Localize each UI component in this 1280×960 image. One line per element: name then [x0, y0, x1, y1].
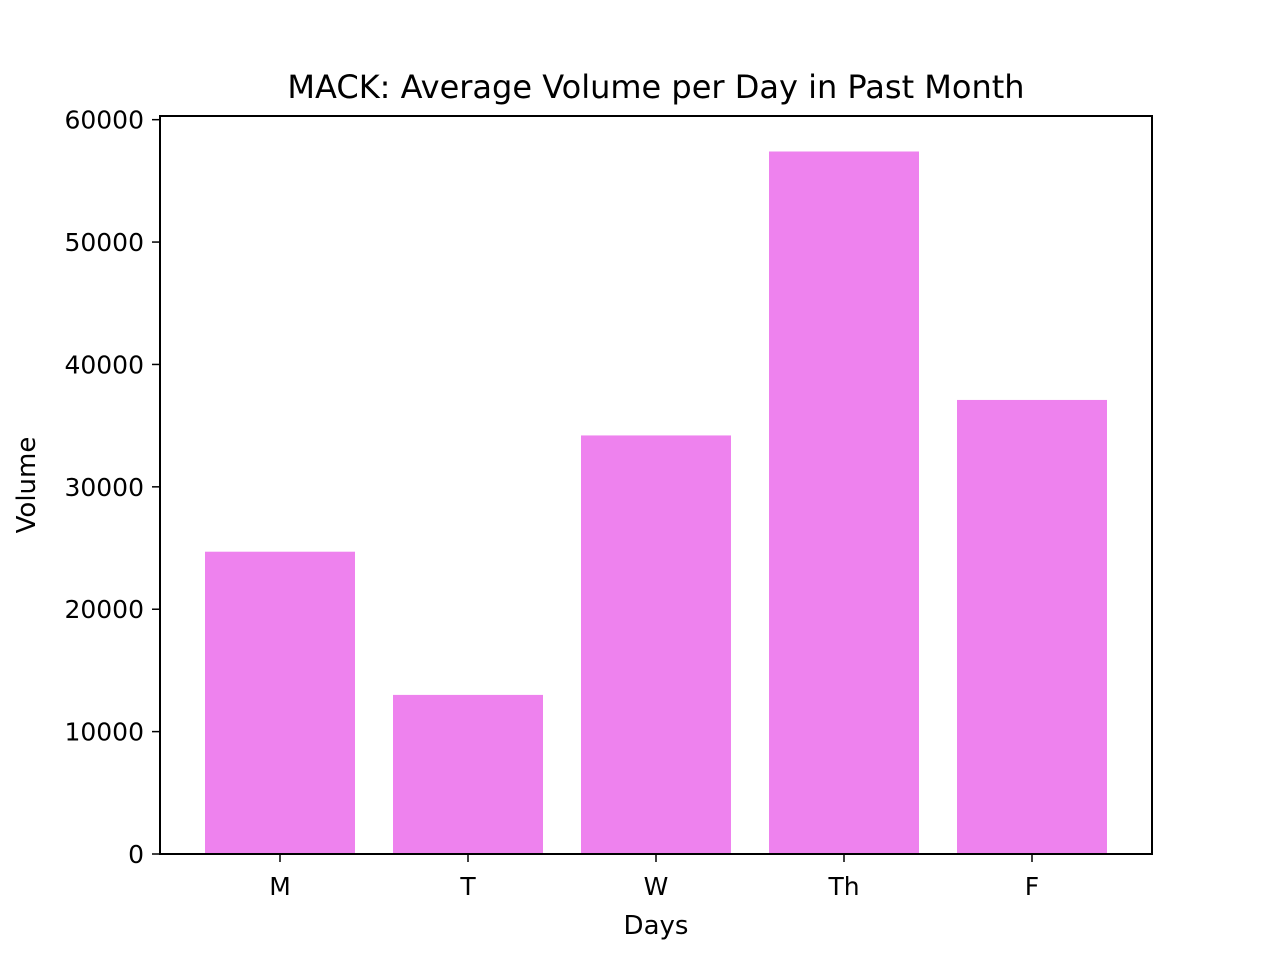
y-tick-label: 10000: [64, 718, 144, 747]
y-tick-label: 30000: [64, 473, 144, 502]
bars-group: [205, 151, 1107, 854]
bar-w: [581, 435, 731, 854]
y-tick-label: 20000: [64, 595, 144, 624]
y-tick-label: 60000: [64, 106, 144, 135]
y-tick-label: 0: [128, 840, 144, 869]
bar-th: [769, 151, 919, 854]
y-axis-ticks: 0 10000 20000 30000 40000 50000 60000: [64, 106, 160, 869]
chart-title: MACK: Average Volume per Day in Past Mon…: [287, 68, 1024, 106]
x-tick-label: Th: [827, 872, 859, 901]
x-tick-label: M: [269, 872, 291, 901]
bar-m: [205, 551, 355, 854]
y-axis-label: Volume: [12, 437, 42, 534]
bar-f: [957, 399, 1107, 854]
plot-area-frame: [159, 115, 1153, 855]
x-tick-label: W: [644, 872, 669, 901]
x-tick-label: F: [1025, 872, 1039, 901]
y-tick-label: 50000: [64, 228, 144, 257]
bar-t: [393, 694, 543, 854]
y-tick-label: 40000: [64, 350, 144, 379]
x-axis-label: Days: [624, 911, 689, 941]
x-tick-label: T: [459, 872, 476, 901]
x-axis-ticks: M T W Th F: [269, 854, 1039, 901]
